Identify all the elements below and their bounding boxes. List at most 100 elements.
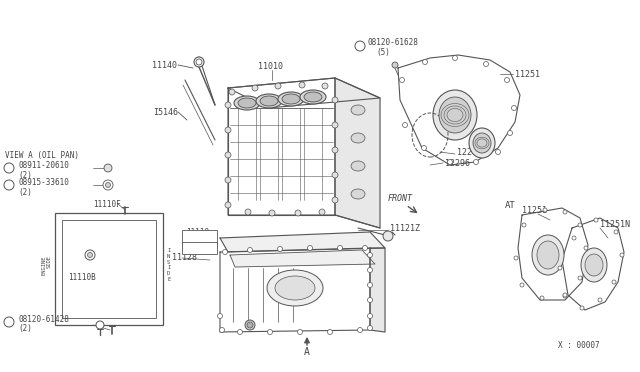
Circle shape	[620, 253, 624, 257]
Circle shape	[328, 330, 333, 334]
Text: (2): (2)	[18, 187, 32, 196]
Circle shape	[383, 231, 393, 241]
Circle shape	[578, 276, 582, 280]
Circle shape	[399, 77, 404, 83]
Polygon shape	[230, 250, 375, 267]
Circle shape	[106, 183, 111, 187]
Circle shape	[295, 210, 301, 216]
Circle shape	[218, 314, 223, 318]
Bar	[182, 242, 217, 254]
Circle shape	[88, 253, 93, 257]
Text: VIEW A (OIL PAN): VIEW A (OIL PAN)	[5, 151, 79, 160]
Ellipse shape	[537, 241, 559, 269]
Text: 08120-61428: 08120-61428	[18, 314, 69, 324]
Bar	[62, 220, 156, 318]
Circle shape	[511, 106, 516, 110]
Polygon shape	[335, 78, 380, 228]
Circle shape	[245, 209, 251, 215]
Ellipse shape	[275, 276, 315, 300]
Circle shape	[196, 59, 202, 65]
Circle shape	[508, 131, 513, 135]
Text: X : 00007: X : 00007	[558, 340, 600, 350]
Circle shape	[452, 55, 458, 61]
Text: 11110B: 11110B	[68, 273, 96, 282]
Text: 11251N: 11251N	[600, 219, 630, 228]
Text: 11251: 11251	[515, 70, 540, 78]
Ellipse shape	[581, 248, 607, 282]
Text: I
N
S
I
D
E: I N S I D E	[167, 248, 170, 282]
Circle shape	[572, 236, 576, 240]
Circle shape	[225, 127, 231, 133]
Text: 08915-33610: 08915-33610	[18, 177, 69, 186]
Ellipse shape	[351, 105, 365, 115]
Circle shape	[332, 147, 338, 153]
Text: I5146: I5146	[153, 108, 178, 116]
Text: ENGINE
SIDE: ENGINE SIDE	[41, 255, 52, 275]
Circle shape	[96, 321, 104, 329]
Circle shape	[225, 202, 231, 208]
Circle shape	[367, 326, 372, 330]
Circle shape	[248, 247, 253, 253]
Circle shape	[220, 327, 225, 333]
Circle shape	[278, 247, 282, 251]
Circle shape	[584, 246, 588, 250]
Circle shape	[578, 223, 582, 227]
Text: B: B	[358, 44, 362, 48]
Ellipse shape	[260, 96, 278, 106]
Circle shape	[4, 163, 14, 173]
Text: 11140: 11140	[152, 61, 177, 70]
Text: N: N	[8, 166, 11, 170]
Circle shape	[362, 246, 367, 250]
Ellipse shape	[532, 235, 564, 275]
Circle shape	[543, 208, 547, 212]
Circle shape	[403, 122, 408, 128]
Circle shape	[247, 322, 253, 328]
Text: FRONT: FRONT	[388, 193, 413, 202]
Circle shape	[103, 180, 113, 190]
Ellipse shape	[433, 90, 477, 140]
Ellipse shape	[238, 98, 256, 108]
Circle shape	[594, 218, 598, 222]
Circle shape	[225, 177, 231, 183]
Circle shape	[563, 294, 567, 298]
Circle shape	[447, 160, 452, 164]
Circle shape	[540, 296, 544, 300]
Text: 08911-20610: 08911-20610	[18, 160, 69, 170]
Circle shape	[337, 246, 342, 250]
Circle shape	[237, 330, 243, 334]
Circle shape	[504, 77, 509, 83]
Circle shape	[392, 62, 398, 68]
Circle shape	[4, 180, 14, 190]
Text: 11128: 11128	[172, 253, 197, 263]
Circle shape	[299, 82, 305, 88]
Circle shape	[298, 330, 303, 334]
Ellipse shape	[351, 161, 365, 171]
Bar	[182, 230, 217, 250]
Polygon shape	[228, 78, 335, 215]
Ellipse shape	[473, 133, 491, 153]
Circle shape	[367, 298, 372, 302]
Ellipse shape	[351, 133, 365, 143]
Circle shape	[598, 298, 602, 302]
Circle shape	[514, 256, 518, 260]
Ellipse shape	[585, 254, 603, 276]
Polygon shape	[228, 78, 380, 108]
Polygon shape	[370, 248, 385, 332]
Circle shape	[332, 97, 338, 103]
Circle shape	[422, 145, 426, 151]
Circle shape	[367, 282, 372, 288]
Circle shape	[422, 60, 428, 64]
Ellipse shape	[351, 189, 365, 199]
Polygon shape	[398, 55, 520, 165]
Circle shape	[522, 223, 526, 227]
Circle shape	[580, 306, 584, 310]
Circle shape	[483, 61, 488, 67]
Ellipse shape	[256, 94, 282, 108]
Circle shape	[332, 172, 338, 178]
Circle shape	[495, 150, 500, 154]
Circle shape	[245, 320, 255, 330]
Circle shape	[229, 89, 235, 95]
Circle shape	[332, 197, 338, 203]
Circle shape	[194, 57, 204, 67]
Text: 11110F: 11110F	[93, 199, 121, 208]
